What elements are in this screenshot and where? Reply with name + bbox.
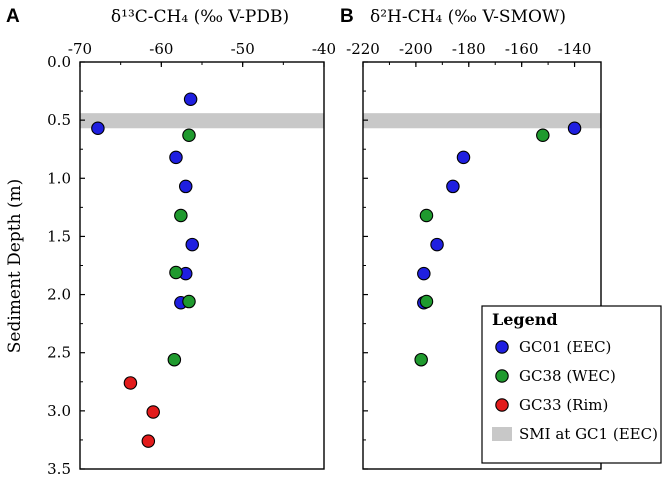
point-gc38: [419, 208, 434, 223]
point-gc38: [174, 208, 188, 223]
legend: Legend GC01 (EEC) GC38 (WEC) GC33 (Rim) SMI…: [481, 305, 662, 464]
legend-marker-gc38: [495, 369, 509, 383]
legend-items: GC01 (EEC) GC38 (WEC) GC33 (Rim) SMI at GC1…: [492, 338, 658, 443]
legend-label-gc38: GC38 (WEC): [519, 367, 616, 385]
point-gc01: [567, 121, 582, 136]
panel-a-label: A: [6, 6, 20, 27]
x-tick-label: -50: [231, 40, 255, 58]
panel-a-y-axis-title: Sediment Depth (m): [5, 179, 25, 354]
x-tick-label: -140: [558, 40, 592, 58]
point-gc01: [456, 150, 471, 165]
panel-a-y-ticks: 0.0 0.5 1.0 1.5 2.0 2.5 3.0 3.5: [47, 53, 85, 478]
y-tick-label: 2.5: [47, 344, 71, 362]
panel-b: B δ²H-CH₄ (‰ V-SMOW) -220 -200 -180 -160 -14…: [340, 6, 602, 470]
legend-title: Legend: [492, 310, 558, 329]
panel-b-smi-band: [363, 113, 601, 129]
x-tick-label: -200: [399, 40, 433, 58]
panel-b-x-axis-title: δ²H-CH₄ (‰ V-SMOW): [370, 7, 566, 27]
point-gc01: [183, 92, 198, 106]
point-gc33: [146, 405, 160, 419]
y-tick-label: 1.5: [47, 227, 71, 245]
y-tick-label: 0.0: [47, 53, 71, 71]
point-gc38: [169, 265, 183, 280]
point-gc01: [178, 179, 193, 194]
panel-b-x-ticks: -220 -200 -180 -160 -140: [346, 40, 602, 67]
legend-label-smi: SMI at GC1 (EEC): [519, 425, 658, 443]
point-gc33: [123, 376, 138, 390]
x-tick-label: -70: [68, 40, 92, 58]
point-gc01: [430, 237, 444, 252]
legend-label-gc33: GC33 (Rim): [519, 396, 608, 414]
legend-marker-gc01: [495, 340, 509, 354]
panel-a-x-axis-title: δ¹³C-CH₄ (‰ V-PDB): [111, 7, 289, 27]
point-gc38: [182, 294, 196, 309]
panel-b-label: B: [340, 6, 354, 27]
y-tick-label: 3.0: [47, 402, 71, 420]
x-tick-label: -220: [346, 40, 380, 58]
point-gc01: [169, 150, 183, 165]
x-tick-label: -60: [149, 40, 173, 58]
panel-a: A δ¹³C-CH₄ (‰ V-PDB) Sediment Depth (m) …: [5, 6, 336, 478]
panel-a-smi-rect: [80, 113, 324, 129]
panel-a-x-ticks: -70 -60 -50 -40: [68, 40, 336, 67]
panel-b-smi-rect: [363, 113, 601, 129]
panel-a-smi-band: [80, 113, 324, 129]
panel-a-points: [91, 92, 199, 448]
legend-marker-gc33: [495, 398, 509, 412]
legend-marker-smi: [492, 427, 512, 441]
point-gc01: [91, 121, 105, 136]
point-gc01: [185, 237, 199, 252]
x-tick-label: -180: [452, 40, 486, 58]
point-gc33: [141, 434, 156, 448]
y-tick-label: 0.5: [47, 111, 71, 129]
point-gc01: [417, 266, 431, 281]
point-gc38: [536, 128, 550, 143]
y-tick-label: 1.0: [47, 169, 71, 187]
legend-label-gc01: GC01 (EEC): [519, 338, 611, 356]
y-tick-label: 2.0: [47, 286, 71, 304]
x-tick-label: -160: [505, 40, 539, 58]
point-gc38: [419, 294, 434, 309]
x-tick-label: -40: [312, 40, 336, 58]
y-tick-label: 3.5: [47, 460, 71, 478]
point-gc38: [414, 352, 428, 367]
point-gc38: [167, 352, 182, 367]
point-gc38: [182, 128, 196, 143]
panel-b-points: [363, 61, 582, 470]
point-gc01: [446, 179, 460, 194]
